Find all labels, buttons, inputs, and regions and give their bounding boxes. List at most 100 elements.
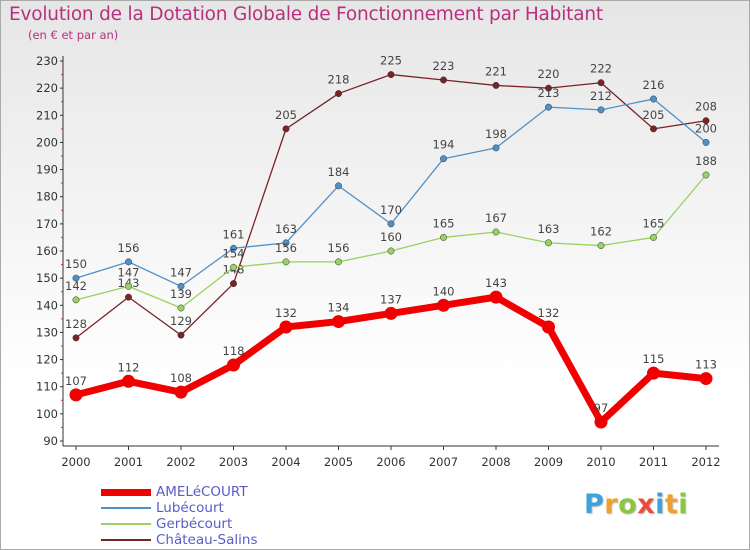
data-point-amel-court <box>437 298 450 312</box>
data-label-gerb-court: 188 <box>695 154 717 168</box>
series-line-lub-court <box>75 98 707 287</box>
y-tick-label: 150 <box>36 271 58 285</box>
data-label-lub-court: 212 <box>590 89 612 103</box>
logo-letter: t <box>664 489 679 520</box>
data-point-lub-court <box>125 258 132 266</box>
data-label-amel-court: 112 <box>118 360 140 374</box>
data-point-gerb-court <box>177 304 185 312</box>
x-tick-label: 2008 <box>481 455 510 469</box>
data-label-lub-court: 216 <box>643 78 665 92</box>
data-point-lub-court <box>702 138 710 146</box>
data-point-ch-teau-salins <box>230 280 237 288</box>
data-label-gerb-court: 156 <box>275 241 297 255</box>
y-tick-label: 180 <box>36 190 58 204</box>
data-label-amel-court: 137 <box>380 292 402 306</box>
x-tick-label: 2000 <box>61 455 90 469</box>
data-label-gerb-court: 154 <box>223 246 245 260</box>
data-label-ch-teau-salins: 205 <box>275 108 297 122</box>
y-tick-label: 200 <box>36 135 58 149</box>
data-point-lub-court <box>230 244 237 252</box>
data-label-lub-court: 184 <box>328 165 350 179</box>
data-point-amel-court <box>489 290 503 304</box>
data-point-ch-teau-salins <box>492 81 500 89</box>
x-tick-label: 2002 <box>166 455 195 469</box>
data-label-amel-court: 132 <box>275 306 297 320</box>
data-label-ch-teau-salins: 222 <box>590 62 612 76</box>
y-tick-label: 220 <box>36 81 58 95</box>
data-point-ch-teau-salins <box>702 117 710 125</box>
data-point-amel-court <box>332 315 345 329</box>
data-label-gerb-court: 163 <box>538 222 560 236</box>
y-tick-label: 140 <box>36 298 58 312</box>
legend-item-gerb-court: Gerbécourt <box>101 516 321 532</box>
data-label-amel-court: 140 <box>433 284 455 298</box>
data-label-amel-court: 113 <box>695 358 717 372</box>
legend-item-amel-court: AMELéCOURT <box>101 484 321 500</box>
data-label-amel-court: 134 <box>328 301 350 315</box>
x-tick-label: 2006 <box>376 455 405 469</box>
x-tick-label: 2011 <box>639 455 668 469</box>
data-point-gerb-court <box>492 228 500 236</box>
data-point-gerb-court <box>335 258 342 266</box>
legend-swatch-amel-court <box>101 488 151 496</box>
proxiti-logo: Proxiti <box>584 489 688 520</box>
data-label-lub-court: 147 <box>170 265 192 279</box>
x-tick-label: 2007 <box>429 455 458 469</box>
data-point-ch-teau-salins <box>72 334 80 342</box>
data-point-gerb-court <box>702 171 710 179</box>
y-tick-label: 190 <box>36 163 58 177</box>
data-label-amel-court: 115 <box>643 352 665 366</box>
y-tick-label: 90 <box>43 434 58 448</box>
data-point-gerb-court <box>597 242 605 250</box>
data-point-gerb-court <box>650 233 657 241</box>
data-point-ch-teau-salins <box>282 125 290 133</box>
data-label-gerb-court: 162 <box>590 225 612 239</box>
data-label-amel-court: 118 <box>223 344 245 358</box>
data-point-lub-court <box>335 182 342 190</box>
data-label-lub-court: 161 <box>223 227 245 241</box>
data-label-lub-court: 213 <box>538 86 560 100</box>
data-label-lub-court: 163 <box>275 222 297 236</box>
data-label-lub-court: 150 <box>65 257 87 271</box>
y-tick-label: 110 <box>36 380 58 394</box>
x-tick-label: 2012 <box>691 455 720 469</box>
logo-letter: o <box>618 489 638 520</box>
data-label-ch-teau-salins: 223 <box>433 59 455 73</box>
legend-item-lub-court: Lubécourt <box>101 500 321 516</box>
data-label-lub-court: 194 <box>433 138 455 152</box>
legend-label-lub-court: Lubécourt <box>156 500 224 516</box>
logo-letter: x <box>637 489 656 520</box>
data-point-ch-teau-salins <box>597 79 605 87</box>
x-tick-label: 2004 <box>271 455 300 469</box>
y-tick-label: 170 <box>36 217 58 231</box>
data-point-ch-teau-salins <box>125 293 132 301</box>
data-label-lub-court: 156 <box>118 241 140 255</box>
data-point-lub-court <box>177 282 185 290</box>
logo-letter: i <box>678 489 689 520</box>
data-point-lub-court <box>545 103 552 111</box>
data-label-ch-teau-salins: 208 <box>695 100 717 114</box>
data-point-amel-court <box>122 374 135 388</box>
legend-swatch-ch-teau-salins <box>101 539 151 541</box>
data-label-ch-teau-salins: 225 <box>380 54 402 68</box>
data-point-gerb-court <box>230 263 237 271</box>
data-point-ch-teau-salins <box>650 125 657 133</box>
data-label-gerb-court: 147 <box>118 265 140 279</box>
data-point-gerb-court <box>72 296 80 304</box>
data-label-gerb-court: 167 <box>485 211 507 225</box>
y-tick-label: 130 <box>36 325 58 339</box>
x-tick-label: 2003 <box>219 455 248 469</box>
data-label-ch-teau-salins: 128 <box>65 317 87 331</box>
data-point-lub-court <box>650 95 657 103</box>
data-label-amel-court: 132 <box>538 306 560 320</box>
legend-label-gerb-court: Gerbécourt <box>156 516 233 532</box>
legend-label-ch-teau-salins: Château-Salins <box>156 532 258 548</box>
data-point-amel-court <box>384 306 398 320</box>
x-tick-label: 2001 <box>114 455 143 469</box>
data-point-ch-teau-salins <box>545 84 552 92</box>
data-point-ch-teau-salins <box>387 71 395 79</box>
data-label-lub-court: 170 <box>380 203 402 217</box>
legend-swatch-gerb-court <box>101 523 151 525</box>
data-label-ch-teau-salins: 218 <box>328 73 350 87</box>
